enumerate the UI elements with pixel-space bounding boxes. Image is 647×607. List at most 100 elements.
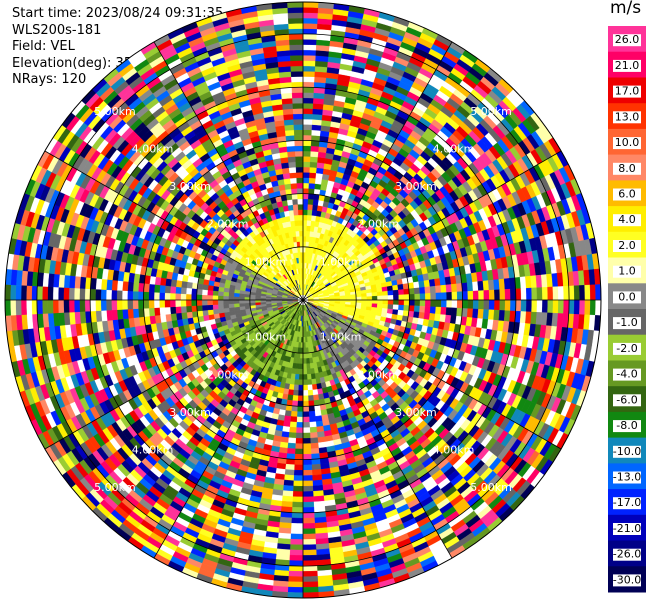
velocity-cell: [286, 394, 294, 401]
velocity-cell: [302, 182, 310, 189]
velocity-cell: [223, 303, 230, 309]
velocity-cell: [557, 299, 565, 314]
velocity-cell: [164, 299, 171, 308]
velocity-cell: [302, 395, 309, 402]
velocity-cell: [302, 459, 312, 466]
velocity-cell: [409, 293, 416, 301]
velocity-cell: [132, 308, 140, 319]
velocity-cell: [116, 309, 124, 320]
velocity-cell: [520, 299, 527, 312]
velocity-cell: [302, 235, 307, 242]
velocity-cell: [244, 302, 251, 307]
velocity-cell: [413, 281, 420, 289]
velocity-cell: [536, 287, 543, 301]
velocity-cell: [283, 474, 295, 481]
velocity-cell: [175, 306, 182, 314]
velocity-cell: [314, 415, 323, 422]
velocity-cell: [307, 389, 314, 396]
velocity-cell: [498, 278, 506, 290]
velocity-cell: [308, 410, 316, 418]
velocity-cell: [429, 285, 437, 294]
velocity-cell: [589, 299, 596, 316]
velocity-cell: [397, 309, 404, 317]
velocity-cell: [175, 293, 182, 301]
velocity-cell: [584, 284, 591, 301]
velocity-cell: [309, 437, 319, 444]
velocity-cell: [355, 296, 362, 301]
velocity-cell: [393, 299, 400, 306]
velocity-cell: [312, 484, 324, 492]
velocity-cell: [291, 512, 304, 519]
velocity-cell: [302, 134, 312, 141]
velocity-cell: [488, 299, 495, 311]
velocity-cell: [302, 528, 316, 535]
velocity-cell: [424, 299, 431, 307]
velocity-cell: [73, 287, 81, 301]
velocity-cell: [515, 288, 522, 301]
velocity-cell: [111, 299, 118, 311]
velocity-cell: [451, 291, 458, 301]
velocity-cell: [315, 60, 329, 68]
velocity-cell: [298, 374, 304, 381]
velocity-cell: [440, 292, 447, 301]
velocity-cell: [191, 299, 197, 307]
velocity-cell: [212, 308, 220, 315]
velocity-cell: [302, 416, 310, 423]
velocity-cell: [293, 475, 304, 482]
velocity-cell: [132, 290, 139, 301]
velocity-cell: [504, 288, 511, 301]
velocity-cell: [418, 311, 425, 320]
velocity-cell: [309, 421, 317, 428]
velocity-cell: [403, 299, 410, 306]
velocity-cell: [302, 570, 318, 577]
velocity-cell: [302, 406, 310, 413]
velocity-cell: [377, 295, 384, 301]
velocity-cell: [477, 308, 484, 320]
velocity-cell: [387, 299, 394, 305]
velocity-cell: [302, 161, 311, 168]
velocity-cell: [552, 299, 559, 314]
velocity-cell: [100, 299, 107, 311]
velocity-cell: [450, 283, 458, 293]
velocity-cell: [314, 65, 328, 73]
velocity-cell: [293, 464, 304, 471]
velocity-cell: [281, 500, 293, 508]
velocity-cell: [315, 532, 329, 540]
velocity-cell: [302, 554, 317, 562]
velocity-cell: [289, 421, 297, 428]
velocity-cell: [228, 299, 235, 305]
velocity-cell: [302, 33, 318, 40]
velocity-cell: [313, 92, 325, 100]
velocity-cell: [595, 299, 602, 316]
velocity-cell: [287, 576, 304, 583]
velocity-cell: [312, 389, 319, 396]
velocity-cell: [298, 379, 304, 386]
velocity-cell: [201, 304, 208, 311]
velocity-cell: [302, 28, 318, 35]
velocity-cell: [282, 490, 294, 497]
velocity-cell: [296, 411, 304, 418]
velocity-cell: [302, 23, 318, 30]
instrument-text: WLS200s-181: [12, 22, 102, 38]
velocity-cell: [302, 188, 310, 194]
velocity-cell: [100, 289, 107, 301]
velocity-cell: [196, 305, 203, 312]
velocity-cell: [311, 469, 322, 476]
velocity-cell: [111, 309, 119, 321]
velocity-cell: [488, 289, 495, 301]
velocity-cell: [386, 285, 394, 292]
velocity-cell: [111, 289, 118, 301]
velocity-cell: [494, 299, 501, 311]
velocity-cell: [228, 303, 235, 309]
velocity-cell: [284, 410, 292, 417]
velocity-cell: [207, 309, 214, 316]
velocity-cell: [498, 310, 506, 322]
velocity-cell: [302, 464, 313, 471]
velocity-cell: [222, 299, 229, 305]
velocity-cell: [446, 299, 453, 309]
velocity-cell: [302, 17, 319, 24]
velocity-cell: [350, 294, 357, 298]
start-time-text: Start time: 2023/08/24 09:31:35: [12, 6, 224, 21]
velocity-cell: [482, 309, 490, 320]
